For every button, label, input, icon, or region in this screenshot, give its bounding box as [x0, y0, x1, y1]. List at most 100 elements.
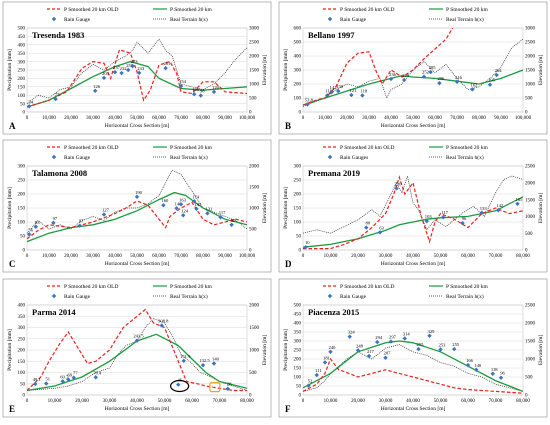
rain-gauge-point	[192, 91, 197, 97]
y2-tick-label: 3000	[249, 27, 260, 32]
plot-area	[26, 304, 248, 396]
y-tick-label: 300	[18, 60, 26, 65]
rain-gauge-data-label: 195	[488, 78, 496, 83]
panel-letter: D	[285, 259, 292, 269]
x-tick-label: 90,000	[218, 254, 232, 259]
rain-gauge-data-label: 90	[231, 218, 236, 223]
rain-gauge-point	[163, 65, 168, 71]
y-tick-label: 250	[294, 349, 302, 354]
rain-gauge-point	[428, 69, 433, 75]
legend-label-terrain: Real Terrain h(x)	[446, 154, 484, 161]
y2-tick-label: 0	[249, 394, 252, 399]
panel-frame	[278, 1, 548, 135]
y2-axis-label: Elevation [m]	[538, 193, 544, 224]
rain-gauge-data-label: 149	[175, 201, 183, 206]
rain-gauge-point	[93, 375, 98, 380]
y2-tick-label: 500	[249, 371, 257, 376]
rain-gauge-point	[452, 346, 457, 352]
x-tick-label: 20,000	[75, 399, 89, 404]
y2-tick-label: 1000	[525, 83, 536, 88]
rain-gauge-data-label: 52	[308, 379, 313, 384]
rain-gauge-point	[460, 220, 465, 226]
rain-gauge-data-label: 131	[205, 206, 213, 211]
rain-gauge-data-label: 240	[329, 345, 337, 350]
x-tick-label: 60,000	[461, 399, 475, 404]
chart-panel-talamona: P Smoothed 20 km OLD P Smoothed 20 km Rain…	[2, 139, 272, 273]
y2-tick-label: 1500	[525, 198, 536, 203]
x-tick-label: 20,000	[64, 116, 78, 121]
x-axis-label: Horizontal Cross Section [m]	[105, 123, 170, 129]
panel-frame	[2, 278, 272, 418]
y2-tick-label: 1500	[525, 69, 536, 74]
y-axis-label: Precipitation [mm]	[7, 187, 13, 229]
y-tick-label: 150	[294, 207, 302, 212]
rain-gauge-data-label: 297	[389, 335, 397, 340]
rain-gauge-point	[93, 88, 98, 94]
y-tick-label: 450	[294, 313, 302, 318]
legend-label-gauge: Rain Gauges	[340, 155, 368, 161]
rain-gauge-point	[498, 375, 504, 380]
x-tick-label: 90,000	[494, 116, 508, 121]
rain-gauge-point	[325, 93, 330, 98]
x-tick-label: 60,000	[152, 254, 166, 259]
legend-swatch-gauge	[327, 16, 333, 22]
chart-title: Piacenza 2015	[308, 307, 359, 317]
rain-gauge-point	[437, 80, 442, 86]
y2-axis-label: Elevation [m]	[538, 55, 544, 86]
x-tick-label: 80,000	[516, 254, 530, 259]
rain-gauge-data-label: 98	[200, 89, 205, 94]
x-tick-label: 0	[26, 116, 29, 121]
y-tick-label: 250	[18, 337, 26, 342]
rain-gauge-point	[349, 92, 354, 98]
y2-axis-label: Elevation [m]	[538, 335, 544, 366]
chart-legend: P Smoothed 20 km OLD P Smoothed 20 km Rain…	[47, 145, 213, 161]
rain-gauge-point	[329, 89, 334, 95]
x-tick-label: 0	[302, 399, 305, 404]
rain-gauge-point	[66, 377, 71, 382]
rain-gauge-point	[101, 212, 107, 217]
panel-frame	[278, 139, 548, 273]
rain-gauge-point	[137, 70, 142, 76]
rain-gauge-data-label: 120	[212, 85, 220, 90]
series-line-smoothed	[303, 340, 523, 393]
rain-gauge-point	[176, 382, 181, 387]
rain-gauge-point	[33, 224, 38, 229]
x-tick-label: 10,000	[324, 254, 338, 259]
x-tick-label: 50,000	[434, 254, 448, 259]
rain-gauge-data-label: 117	[219, 210, 226, 215]
rain-gauge-data-label: 206	[437, 76, 445, 81]
y-tick-label: 100	[294, 376, 302, 381]
rain-gauge-data-label: 121	[349, 88, 357, 93]
y2-tick-label: 1000	[525, 215, 536, 220]
y-tick-label: 400	[18, 44, 26, 49]
y2-tick-label: 0	[525, 249, 528, 254]
y-tick-label: 600	[294, 27, 302, 32]
x-tick-label: 70,000	[450, 116, 464, 121]
rain-gauge-data-label: 248	[356, 343, 364, 348]
rain-gauge-point	[181, 213, 186, 218]
rain-gauge-point	[27, 104, 32, 109]
rain-gauge-data-label: 273	[131, 59, 139, 64]
chart-panel-piacenza: P Smoothed 20 km OLD P Smoothed 20 km Rain…	[278, 278, 548, 418]
chart-title: Bellano 1997	[308, 30, 355, 40]
legend-label-old: P Smoothed 20 km OLD	[340, 7, 395, 13]
chart-legend: P Smoothed 20 km OLD P Smoothed 20 km Rain…	[47, 284, 213, 300]
rain-gauge-data-label: 220	[395, 181, 403, 186]
y-tick-label: 250	[294, 179, 302, 184]
x-tick-label: 100,000	[239, 254, 256, 259]
rain-gauge-data-label: 103	[425, 214, 433, 219]
x-tick-label: 0	[302, 254, 305, 259]
rain-gauge-data-label: 142	[330, 85, 338, 90]
x-tick-label: 0	[26, 399, 29, 404]
rain-gauge-data-label: 142	[496, 203, 504, 208]
rain-gauge-point	[101, 75, 107, 81]
legend-label-terrain: Real Terrain h(x)	[446, 293, 484, 300]
rain-gauge-point	[60, 379, 65, 384]
series-group	[27, 169, 247, 243]
rain-gauge-point	[496, 208, 501, 213]
y2-tick-label: 2500	[249, 41, 260, 46]
rain-gauge-data-label: 83	[35, 220, 40, 225]
x-tick-label: 40,000	[406, 399, 420, 404]
x-axis-label: Horizontal Cross Section [m]	[105, 261, 170, 267]
